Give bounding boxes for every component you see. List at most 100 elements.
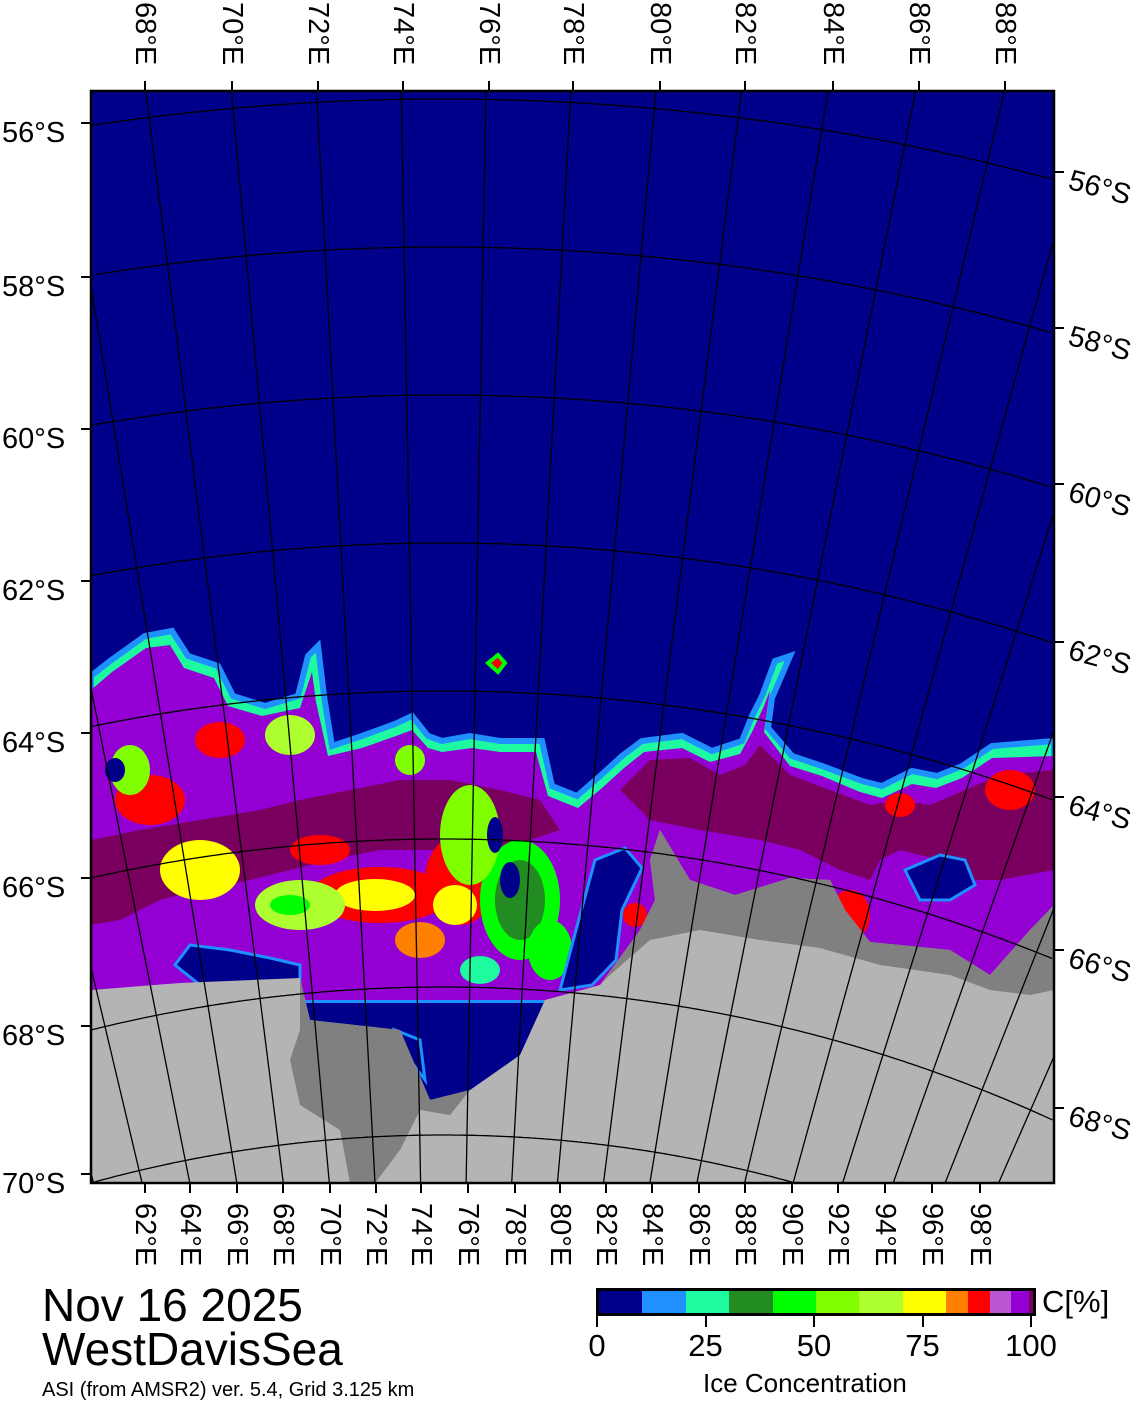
- meridian: [944, 907, 1054, 1183]
- parallel: [94, 246, 1051, 334]
- parallel: [91, 542, 1052, 644]
- graticule-label: 72°E: [360, 1203, 392, 1267]
- parallel: [91, 690, 1054, 801]
- graticule-label: 72°E: [302, 2, 334, 66]
- colorbar-bin: [729, 1291, 773, 1313]
- graticule-label: 86°E: [683, 1203, 715, 1267]
- meridian: [602, 91, 743, 1183]
- meridian: [556, 91, 657, 1183]
- colorbar-tick-label: 25: [688, 1328, 723, 1363]
- colorbar-bin: [642, 1291, 686, 1313]
- graticule-label: 84°E: [636, 1203, 668, 1267]
- graticule-label: 66°S: [2, 872, 66, 904]
- graticule-label: 98°E: [964, 1203, 996, 1267]
- ice-shelf: [290, 830, 1054, 1183]
- meridian: [841, 512, 1054, 1183]
- concentration-patches: [105, 715, 1035, 984]
- meridian: [315, 91, 376, 1183]
- graticule-label: 60°S: [2, 423, 66, 455]
- colorbar-unit: C[%]: [1042, 1284, 1110, 1319]
- graticule-label: 70°E: [216, 2, 248, 66]
- polynya-island-ice: [484, 652, 508, 675]
- sea-ice-compact-east: [620, 745, 1054, 880]
- colorbar-bin: [902, 1291, 947, 1313]
- meridian: [91, 967, 143, 1183]
- graticule-label: 76°E: [452, 1203, 484, 1267]
- graticule-label: 84°E: [817, 2, 849, 66]
- colorbar-bin: [815, 1291, 860, 1313]
- meridian: [465, 91, 487, 1183]
- graticule-label: 62°S: [2, 575, 66, 607]
- map-date: Nov 16 2025: [42, 1279, 303, 1331]
- colorbar-tick-label: 75: [905, 1328, 940, 1363]
- colorbar-tick: [813, 1313, 815, 1327]
- colorbar-tick: [921, 1313, 924, 1327]
- graticule-label: 64°S: [2, 727, 66, 759]
- parallel: [91, 98, 1052, 180]
- parallel: [91, 1134, 795, 1183]
- colorbar-bin: [599, 1291, 643, 1313]
- meridian: [792, 238, 1054, 1183]
- graticule-label: 74°E: [387, 2, 419, 66]
- graticule-label: 90°E: [776, 1203, 808, 1267]
- colorbar-label: Ice Concentration: [703, 1368, 907, 1398]
- graticule-label: 82°E: [729, 2, 761, 66]
- graticule-label: 96°E: [916, 1203, 948, 1267]
- graticule-label: 80°E: [644, 2, 676, 66]
- colorbar-bin: [685, 1291, 730, 1313]
- graticule-label: 68°E: [129, 2, 161, 66]
- meridian: [511, 91, 572, 1183]
- meridian: [998, 1056, 1054, 1183]
- colorbar-tick-label: 50: [796, 1328, 832, 1363]
- data-source: ASI (from AMSR2) ver. 5.4, Grid 3.125 km: [42, 1379, 415, 1401]
- colorbar-tick-label: 0: [588, 1328, 606, 1363]
- graticule-label: 62°E: [129, 1203, 161, 1267]
- parallel: [92, 394, 1052, 488]
- graticule-label: 74°E: [405, 1203, 437, 1267]
- graticule-label: 56°S: [2, 117, 66, 149]
- meridian: [400, 91, 422, 1183]
- colorbar-tick: [596, 1313, 598, 1327]
- meridian: [230, 91, 330, 1183]
- graticule-label: 68°S: [2, 1020, 66, 1052]
- colorbar-bin: [989, 1291, 1012, 1313]
- colorbar-tick: [1030, 1313, 1032, 1327]
- graticule-label: 64°E: [174, 1203, 206, 1267]
- meridian: [696, 91, 917, 1183]
- colorbar-bin: [1028, 1291, 1033, 1313]
- graticule-label: 70°E: [314, 1203, 346, 1267]
- graticule-label: 92°E: [822, 1203, 854, 1267]
- meridian: [145, 91, 284, 1183]
- colorbar: [596, 1288, 1036, 1316]
- graticule: [91, 91, 1054, 1183]
- colorbar-bin: [772, 1291, 816, 1313]
- colorbar-tick: [704, 1313, 707, 1327]
- meridian: [743, 91, 1006, 1183]
- meridian: [892, 729, 1054, 1183]
- meridian: [649, 91, 829, 1183]
- graticule-label: 80°E: [544, 1203, 576, 1267]
- meridian: [91, 286, 238, 1183]
- meridian: [91, 687, 191, 1183]
- graticule-label: 78°E: [557, 2, 589, 66]
- graticule-label: 94°E: [869, 1203, 901, 1267]
- parallel: [91, 838, 1053, 960]
- colorbar-bin: [946, 1291, 968, 1313]
- graticule-label: 76°E: [473, 2, 505, 66]
- parallel: [91, 986, 1053, 1121]
- graticule-label: 70°S: [2, 1168, 66, 1200]
- graticule-label: 86°E: [903, 2, 935, 66]
- graticule-label: 88°E: [989, 2, 1021, 66]
- graticule-label: 68°E: [267, 1203, 299, 1267]
- colorbar-bin: [967, 1291, 990, 1313]
- map-region: WestDavisSea: [42, 1323, 343, 1375]
- colorbar-tick-label: 100: [1005, 1328, 1057, 1363]
- graticule-label: 82°E: [590, 1203, 622, 1267]
- graticule-label: 78°E: [499, 1203, 531, 1267]
- colorbar-bin: [859, 1291, 903, 1313]
- axis-ticks: [81, 81, 1064, 1193]
- graticule-label: 58°S: [2, 271, 66, 303]
- graticule-label: 88°E: [729, 1203, 761, 1267]
- colorbar-bin: [1011, 1291, 1029, 1313]
